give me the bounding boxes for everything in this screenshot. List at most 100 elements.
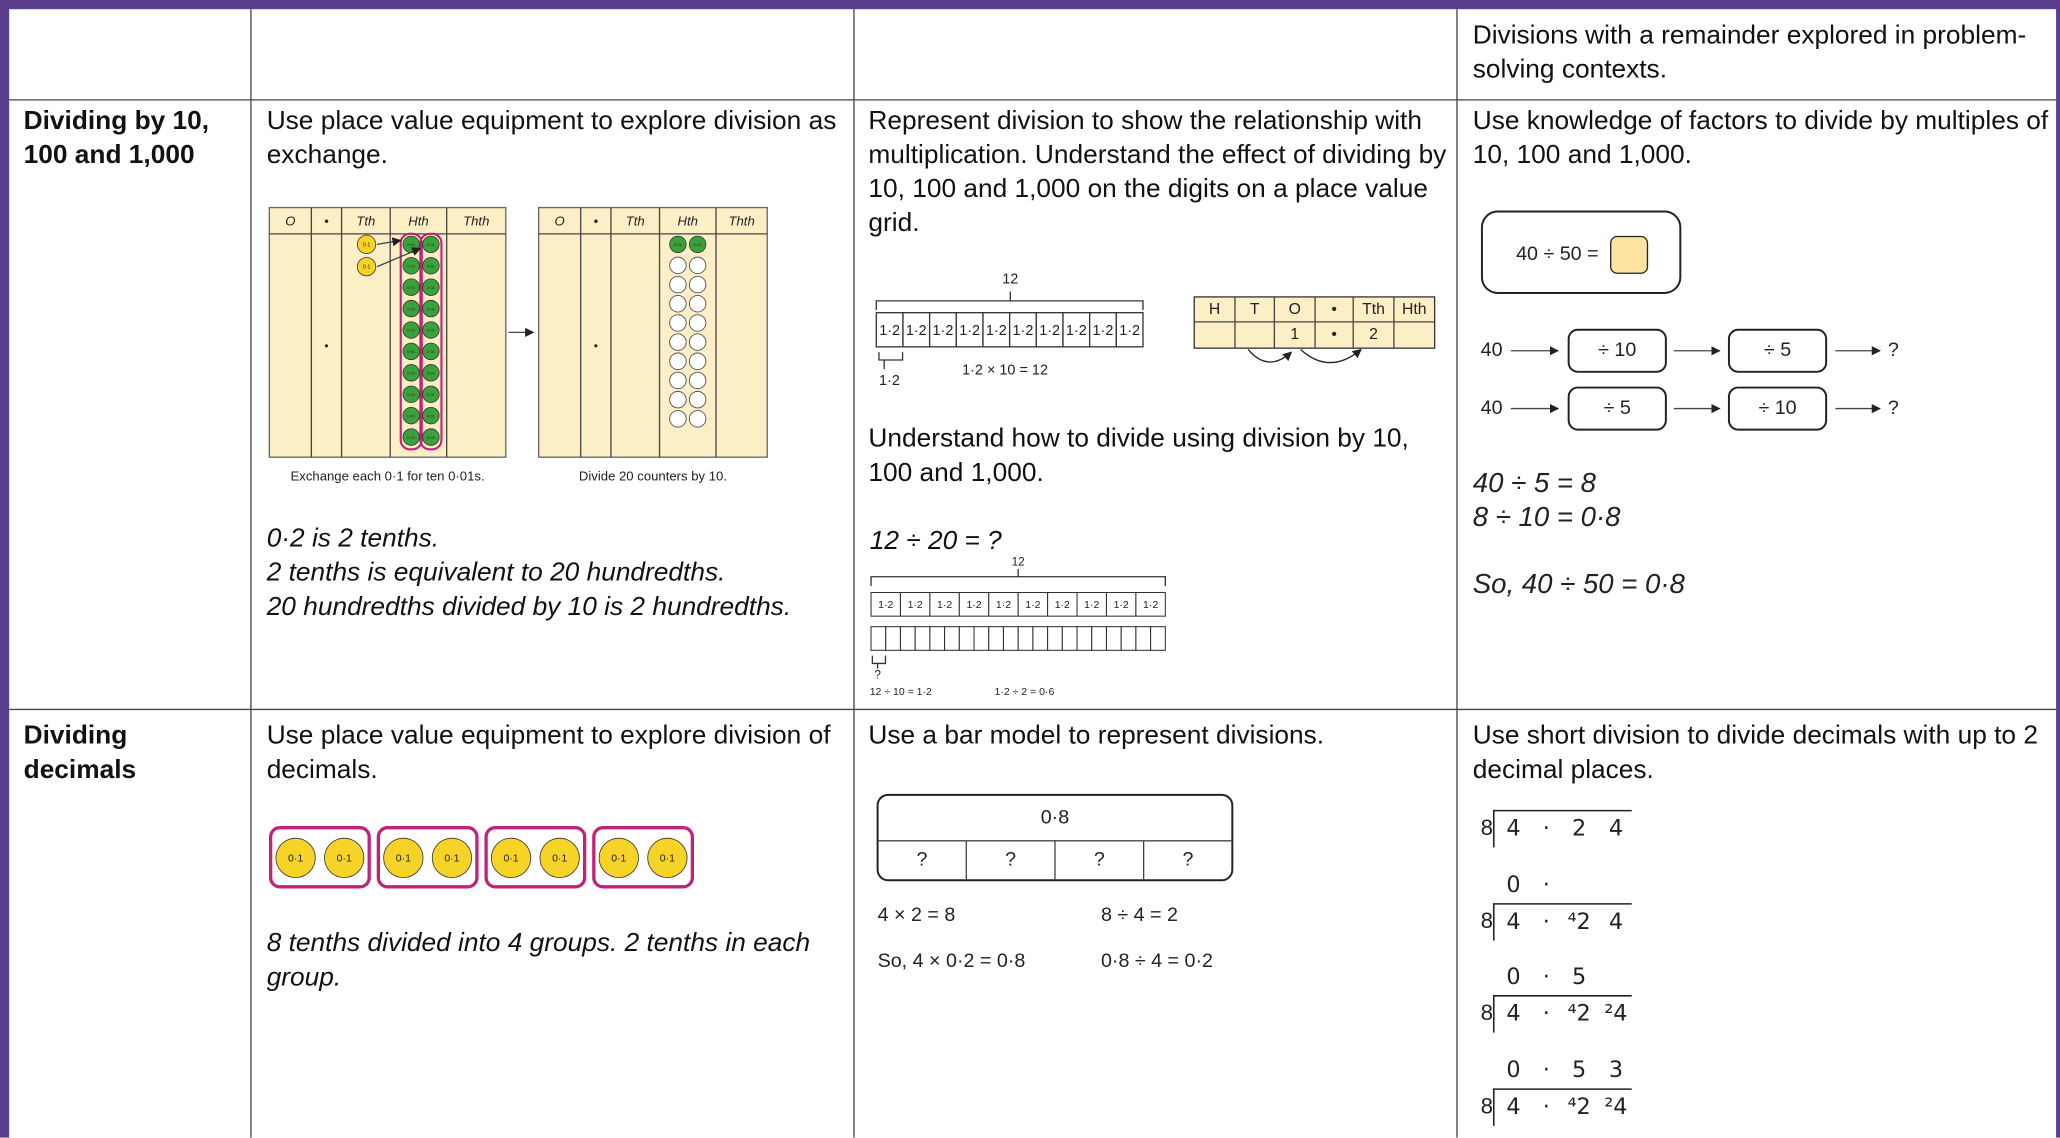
- bar-total: 12: [1012, 554, 1025, 568]
- counter-label: 0·01: [427, 435, 435, 440]
- operation: ÷ 10: [1598, 339, 1636, 361]
- counter: [402, 299, 420, 318]
- empty-counter: [688, 256, 707, 275]
- bar-cell-label: 1·2: [986, 323, 1007, 339]
- counter-label: 0·01: [407, 371, 415, 376]
- counter: [422, 428, 440, 446]
- bar-cell: [958, 626, 975, 651]
- bar-cell: [1047, 626, 1063, 651]
- place-value-grid: [268, 206, 507, 458]
- empty-counter: [669, 352, 687, 371]
- pv-header: O: [1289, 301, 1301, 318]
- counter: [402, 321, 420, 339]
- bar-cell-label: 1·2: [966, 599, 981, 611]
- dividend-digit: 4: [1506, 815, 1520, 841]
- bar-cell: [929, 626, 946, 651]
- bar-cell: [1120, 626, 1137, 651]
- counter: [539, 837, 580, 878]
- bar-cell-label: 1·2: [906, 323, 927, 339]
- counter: [647, 837, 688, 878]
- counter: [275, 837, 316, 878]
- bar-cell: [1150, 626, 1166, 651]
- bar-cell: [1035, 312, 1064, 348]
- answer-box: [1610, 235, 1649, 274]
- bar-cell-label: 1·2: [1025, 599, 1040, 611]
- dividend-digit: ⁴2: [1568, 1094, 1591, 1120]
- bar-cell: [1017, 626, 1034, 651]
- counter: [669, 235, 687, 254]
- empty-counter: [688, 314, 707, 332]
- counter-label: 0·01: [407, 392, 415, 397]
- grid-header: Hth: [408, 213, 428, 228]
- grid-header: Thth: [728, 213, 754, 228]
- arrow: [376, 247, 422, 268]
- quotient-digit: 0: [1506, 1057, 1520, 1083]
- equation: So, 4 × 0·2 = 0·8: [878, 950, 1026, 972]
- counter-label: 0·01: [427, 242, 435, 247]
- group-outline: [484, 826, 587, 889]
- dividend-digit: ²4: [1604, 1001, 1627, 1027]
- equation: 1·2 × 10 = 12: [962, 362, 1048, 378]
- bar-cell: [870, 626, 887, 651]
- empty-counter: [688, 410, 707, 428]
- grid-header: Hth: [678, 213, 698, 228]
- bar-cell: [1076, 626, 1093, 651]
- bar-cell-label: 1·2: [1114, 599, 1129, 611]
- equation: 8 ÷ 4 = 2: [1101, 904, 1178, 926]
- dividend-digit: ²4: [1604, 1094, 1627, 1120]
- operation-box: [1727, 328, 1828, 373]
- counter-label: 0·01: [427, 371, 435, 376]
- grid-header: Thth: [463, 213, 489, 228]
- bar-cell: [1091, 626, 1107, 651]
- bar-cell-label: 1·2: [1084, 599, 1099, 611]
- grid-header: O: [555, 213, 565, 228]
- place-value-grid: [537, 206, 768, 458]
- cell-text: Understand how to divide using division …: [868, 424, 1409, 488]
- bar-cell: [885, 626, 901, 651]
- counter-label: 0·01: [407, 413, 415, 418]
- operation: ÷ 5: [1764, 339, 1791, 361]
- brace: [870, 568, 1166, 586]
- operation: ÷ 10: [1758, 397, 1796, 419]
- bar-part: ?: [1183, 849, 1194, 871]
- counter: [422, 407, 440, 425]
- pv-header: Hth: [1402, 301, 1427, 318]
- bar-cell: [914, 626, 931, 651]
- counter: [356, 257, 377, 277]
- question: 12 ÷ 20 = ?: [869, 526, 1002, 556]
- operation: ÷ 5: [1604, 397, 1631, 419]
- grid-header: Tth: [626, 213, 645, 228]
- counter: [422, 299, 440, 318]
- bar-cell: [955, 312, 984, 348]
- counter-label: 0·01: [427, 328, 435, 333]
- bar-cell-label: 1·2: [879, 323, 900, 339]
- divisor: 8: [1481, 1093, 1493, 1118]
- decimal-point: •: [594, 339, 598, 353]
- bar-cell: [1135, 626, 1152, 651]
- bar-cell: [988, 626, 1004, 651]
- group-outline: [592, 826, 695, 889]
- bar-cell: [1135, 591, 1166, 617]
- chain-end: ?: [1888, 397, 1899, 419]
- empty-counter: [669, 256, 687, 275]
- bar-part: ?: [916, 849, 927, 871]
- counter-label: 0·01: [427, 349, 435, 354]
- counter-label: 0·01: [407, 349, 415, 354]
- group-outline: [268, 826, 371, 889]
- cell-text: Use place value equipment to explore div…: [266, 721, 831, 785]
- counter-label: 0·01: [407, 328, 415, 333]
- counter-label: 0·1: [396, 852, 411, 864]
- conclusion: So, 40 ÷ 50 = 0·8: [1473, 568, 1686, 599]
- counter-label: 0·01: [407, 306, 415, 311]
- counter-label: 0·01: [427, 285, 435, 290]
- note: 0·2 is 2 tenths.: [266, 524, 440, 554]
- cell-text: Use knowledge of factors to divide by mu…: [1472, 106, 2049, 170]
- chain-start: 40: [1481, 397, 1503, 419]
- grid-header: Tth: [356, 213, 375, 228]
- equation: 40 ÷ 50 =: [1516, 243, 1599, 265]
- operation-box: [1567, 328, 1667, 373]
- empty-counter: [688, 275, 707, 294]
- empty-counter: [688, 390, 707, 409]
- bar-cell-label: 1·2: [908, 599, 923, 611]
